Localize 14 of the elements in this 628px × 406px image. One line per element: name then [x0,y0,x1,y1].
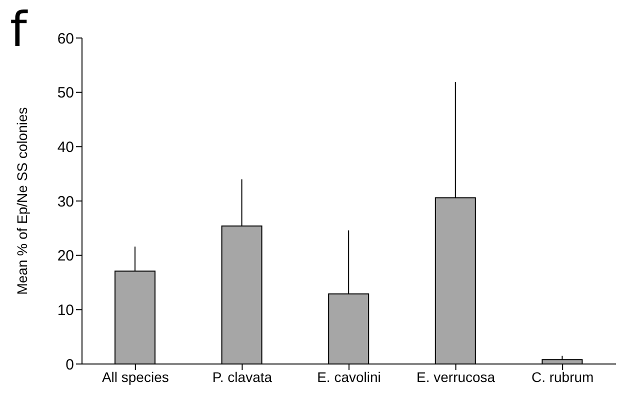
y-tick-label: 60 [57,30,74,48]
y-tick-label: 40 [57,138,74,156]
y-tick-label: 20 [57,248,74,265]
text: f [10,2,27,58]
x-tick-label: E. cavolini [317,368,381,385]
x-tick-label: P. clavata [212,368,272,385]
y-tick-label: 30 [57,193,74,210]
y-tick-label: 0 [66,356,74,374]
x-tick-label: All species [102,368,169,385]
y-tick-label: 10 [57,302,74,319]
x-tick-label: C. rubrum [531,368,594,385]
y-axis-title: Mean % of Ep/Ne SS colonies [14,107,30,295]
y-tick-label: 50 [57,84,74,102]
x-tick-label: E. verrucosa [416,368,496,385]
